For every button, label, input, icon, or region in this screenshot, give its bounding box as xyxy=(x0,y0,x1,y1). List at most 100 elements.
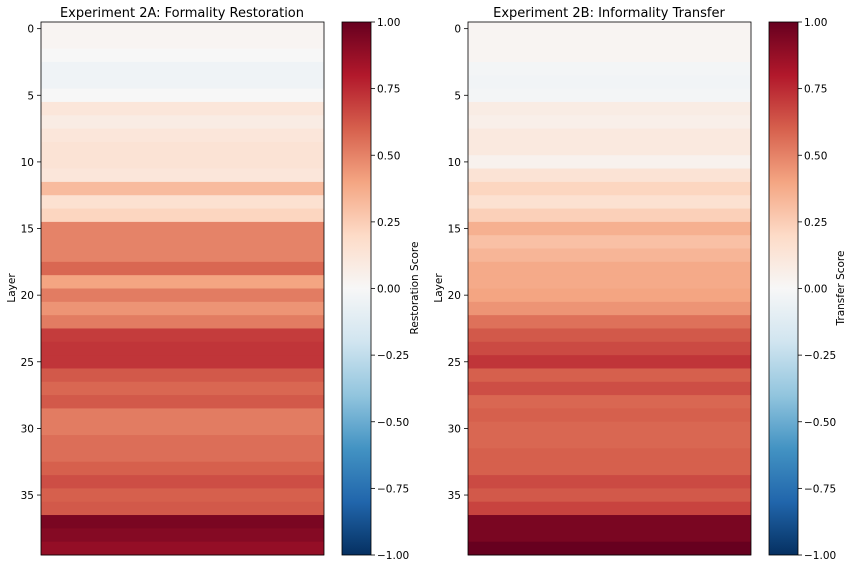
heatmap-cell xyxy=(468,61,751,76)
panel-2b-axes-frame xyxy=(467,21,752,556)
heatmap-cell xyxy=(468,515,751,529)
colorbar-tick-label: −0.75 xyxy=(377,483,409,495)
heatmap-cell xyxy=(41,368,324,383)
heatmap-cell xyxy=(468,128,751,143)
colorbar-tick-label: 0.50 xyxy=(377,150,400,162)
heatmap-cell xyxy=(41,408,324,423)
heatmap-cell xyxy=(468,48,751,63)
heatmap-cell xyxy=(41,128,324,143)
panel-2b-title: Experiment 2B: Informality Transfer xyxy=(493,6,725,21)
panel-2a-title: Experiment 2A: Formality Restoration xyxy=(60,6,304,21)
heatmap-cell xyxy=(468,221,751,236)
heatmap-cell xyxy=(468,168,751,183)
heatmap-cell xyxy=(41,48,324,63)
y-tick-label: 0 xyxy=(27,24,34,36)
colorbar-tick-label: 0.25 xyxy=(377,217,400,229)
panel-2b-colorbar-ticks: 1.00 0.75 0.50 0.25 0.00 −0.25 −0.50 −0.75 −1.00 xyxy=(798,17,836,562)
y-tick-label: 35 xyxy=(21,490,34,502)
colorbar-tick-label: 0.00 xyxy=(804,284,827,296)
heatmap-cell xyxy=(41,395,324,409)
colorbar-tick-label: −1.00 xyxy=(377,550,409,562)
heatmap-cell xyxy=(41,315,324,329)
colorbar-tick-label: 0.25 xyxy=(804,217,827,229)
y-tick-label: 5 xyxy=(27,90,34,102)
y-tick-label: 10 xyxy=(448,157,461,169)
y-tick-label: 25 xyxy=(21,357,34,369)
colorbar-tick-label: −1.00 xyxy=(804,550,836,562)
heatmap-cell xyxy=(41,461,324,476)
y-tick-label: 30 xyxy=(448,423,461,435)
y-tick-label: 30 xyxy=(21,423,34,435)
colorbar-tick-label: −0.25 xyxy=(377,350,409,362)
colorbar-tick-label: 0.00 xyxy=(377,284,400,296)
panel-2a-axes-frame xyxy=(40,21,325,556)
heatmap-cell xyxy=(468,541,751,556)
heatmap-cell xyxy=(41,501,324,516)
heatmap-cell xyxy=(468,395,751,409)
heatmap-cell xyxy=(468,248,751,263)
heatmap-cell xyxy=(468,461,751,476)
heatmap-cell xyxy=(468,288,751,303)
heatmap-cell xyxy=(41,515,324,529)
heatmap-cell xyxy=(41,275,324,289)
heatmap-cell xyxy=(41,141,324,156)
heatmap-cell xyxy=(468,115,751,129)
colorbar-tick-label: 1.00 xyxy=(377,17,400,29)
panel-2a-y-axis-label: Layer xyxy=(6,273,18,303)
heatmap-cell xyxy=(41,35,324,50)
heatmap-cell xyxy=(468,301,751,316)
panel-2a-colorbar xyxy=(342,22,371,555)
heatmap-cell xyxy=(468,275,751,289)
heatmap-cell xyxy=(41,221,324,236)
heatmap-cell xyxy=(468,101,751,116)
colorbar-tick-label: 0.75 xyxy=(804,84,827,96)
heatmap-cell xyxy=(41,435,324,449)
y-tick-label: 15 xyxy=(448,224,461,236)
heatmap-cell xyxy=(41,101,324,116)
heatmap-cell xyxy=(41,541,324,556)
heatmap-cell xyxy=(41,235,324,249)
heatmap-cell xyxy=(468,488,751,503)
colorbar-tick-label: −0.75 xyxy=(804,483,836,495)
panel-2b-y-axis-label: Layer xyxy=(433,273,445,303)
heatmap-cell xyxy=(468,528,751,543)
heatmap-cell xyxy=(468,315,751,329)
heatmap-cell xyxy=(468,448,751,463)
heatmap-cell xyxy=(41,208,324,223)
y-tick-label: 20 xyxy=(21,290,34,302)
heatmap-cell xyxy=(41,301,324,316)
heatmap-cell xyxy=(468,261,751,276)
colorbar-tick-label: −0.50 xyxy=(377,417,409,429)
heatmap-cell xyxy=(41,448,324,463)
heatmap-cell xyxy=(41,328,324,343)
heatmap-cell xyxy=(41,381,324,396)
colorbar-tick-label: −0.50 xyxy=(804,417,836,429)
heatmap-cell xyxy=(41,181,324,196)
heatmap-cell xyxy=(41,488,324,503)
panel-2a: Experiment 2A: Formality Restoration 0 5 1… xyxy=(6,6,421,562)
heatmap-cell xyxy=(41,75,324,90)
heatmap-cell xyxy=(468,501,751,516)
heatmap-cell xyxy=(41,61,324,76)
heatmap-cell xyxy=(41,261,324,276)
panel-2b-y-ticks: 0 5 10 15 20 25 30 35 xyxy=(448,24,468,502)
heatmap-cell xyxy=(468,435,751,449)
heatmap-cell xyxy=(41,475,324,489)
heatmap-cell xyxy=(41,288,324,303)
colorbar-tick-label: −0.25 xyxy=(804,350,836,362)
heatmap-cell xyxy=(468,475,751,489)
heatmap-cell xyxy=(468,235,751,249)
heatmap-cell xyxy=(41,155,324,169)
heatmap-cell xyxy=(41,115,324,129)
y-tick-label: 15 xyxy=(21,224,34,236)
heatmap-cell xyxy=(468,155,751,169)
heatmap-cell xyxy=(468,75,751,90)
y-tick-label: 35 xyxy=(448,490,461,502)
heatmap-cell xyxy=(41,88,324,103)
heatmap-cell xyxy=(468,368,751,383)
heatmap-cell xyxy=(41,195,324,209)
panel-2b-colorbar-label: Transfer Score xyxy=(835,251,847,327)
heatmap-cell xyxy=(468,141,751,156)
heatmap-cell xyxy=(468,181,751,196)
